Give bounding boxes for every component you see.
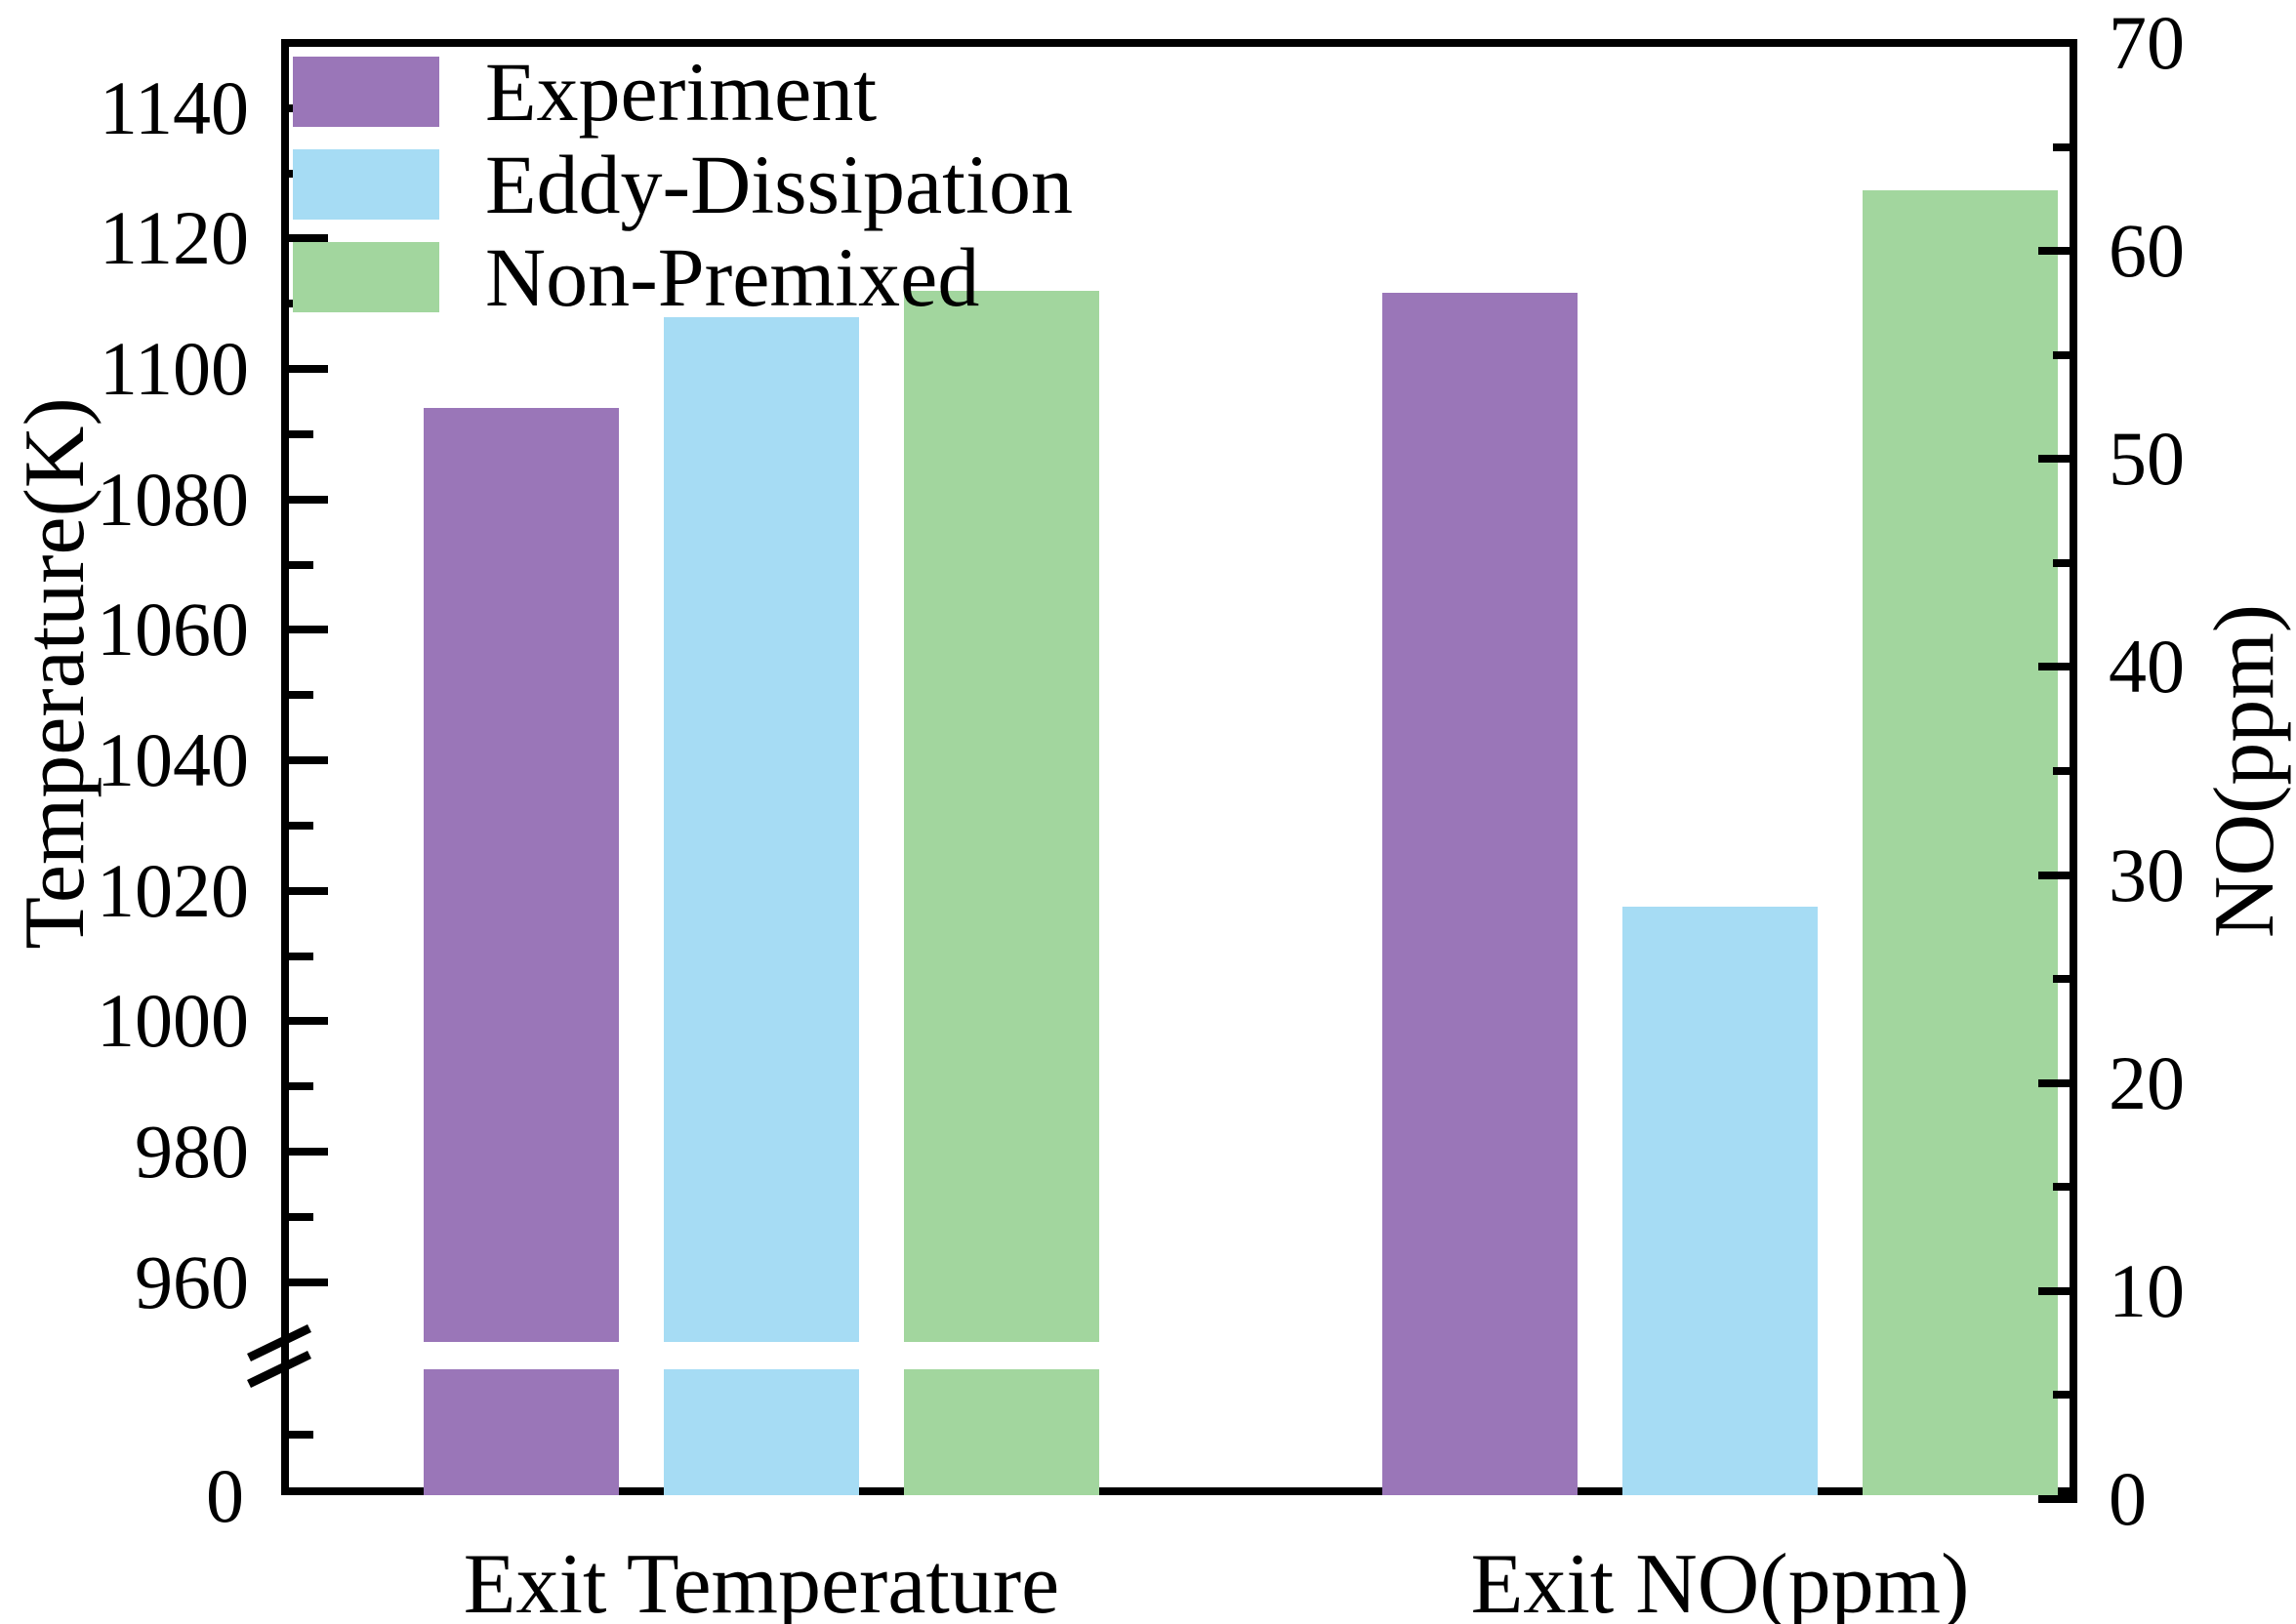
left-axis-major-tick-1020 xyxy=(289,886,328,895)
right-axis-major-tick-40 xyxy=(2038,663,2077,671)
bar-non-premixed-exit-temperature xyxy=(904,290,1099,1495)
left-axis-tick-label-1060: 1060 xyxy=(97,587,249,672)
left-axis-minor-tick-990 xyxy=(289,1082,313,1091)
right-axis-tick-label-60: 60 xyxy=(2109,208,2185,294)
left-axis-tick-label-1020: 1020 xyxy=(97,847,249,933)
left-axis-major-tick-980 xyxy=(289,1148,328,1157)
right-axis-minor-tick-55 xyxy=(2053,350,2077,359)
left-axis-major-tick-960 xyxy=(289,1278,328,1286)
legend-swatch-eddy-dissipation xyxy=(293,149,439,220)
left-axis-tick-label-1100: 1100 xyxy=(99,326,249,412)
right-axis-minor-tick-65 xyxy=(2053,142,2077,151)
left-axis-minor-tick-970 xyxy=(289,1212,313,1221)
left-axis-major-tick-1000 xyxy=(289,1017,328,1026)
left-axis-major-tick-1060 xyxy=(289,626,328,634)
left-axis-tick-label-960: 960 xyxy=(135,1238,249,1324)
left-axis-minor-tick-1050 xyxy=(289,691,313,700)
right-axis-tick-label-50: 50 xyxy=(2109,416,2185,502)
axis-break-gap xyxy=(664,1342,859,1369)
right-axis-major-tick-70 xyxy=(2038,39,2077,47)
left-axis-major-tick-1120 xyxy=(289,234,328,243)
left-axis-tick-label-1080: 1080 xyxy=(97,456,249,542)
right-axis-minor-tick-35 xyxy=(2053,767,2077,775)
axis-break-gap xyxy=(424,1342,619,1369)
right-axis-major-tick-20 xyxy=(2038,1078,2077,1087)
right-axis-minor-tick-15 xyxy=(2053,1183,2077,1192)
right-axis-major-tick-10 xyxy=(2038,1286,2077,1295)
left-axis-minor-tick-1090 xyxy=(289,429,313,438)
right-axis-minor-tick-45 xyxy=(2053,558,2077,567)
left-axis-minor-tick-1030 xyxy=(289,821,313,830)
left-axis-tick-label-1120: 1120 xyxy=(99,195,249,281)
left-axis-major-tick-1080 xyxy=(289,495,328,504)
right-axis-tick-label-10: 10 xyxy=(2109,1247,2185,1333)
right-axis-major-tick-0 xyxy=(2038,1495,2077,1503)
bar-eddy-dissipation-exit-no xyxy=(1622,906,1818,1495)
left-axis-tick-label-980: 980 xyxy=(135,1109,249,1195)
right-axis-tick-label-30: 30 xyxy=(2109,832,2185,917)
right-axis-tick-label-40: 40 xyxy=(2109,624,2185,710)
right-axis-tick-label-0: 0 xyxy=(2109,1456,2147,1541)
category-label-exit-temperature: Exit Temperature xyxy=(463,1537,1060,1624)
legend-label-non-premixed: Non-Premixed xyxy=(485,230,980,324)
left-axis-minor-tick-1070 xyxy=(289,560,313,569)
bar-experiment-exit-no xyxy=(1382,292,1578,1495)
legend-swatch-non-premixed xyxy=(293,242,439,312)
right-axis-tick-label-20: 20 xyxy=(2109,1039,2185,1125)
right-axis-major-tick-30 xyxy=(2038,871,2077,879)
right-axis-minor-tick-25 xyxy=(2053,975,2077,984)
right-axis-title: NO(ppm) xyxy=(2197,603,2292,939)
bar-experiment-exit-temperature xyxy=(424,408,619,1495)
left-axis-title: Temperature(K) xyxy=(8,397,102,950)
left-axis-major-tick-1100 xyxy=(289,365,328,374)
bar-non-premixed-exit-no xyxy=(1863,190,2058,1495)
right-axis-major-tick-60 xyxy=(2038,247,2077,256)
right-axis-major-tick-50 xyxy=(2038,455,2077,464)
left-axis-tick-label-1040: 1040 xyxy=(97,717,249,803)
right-axis-minor-tick-5 xyxy=(2053,1391,2077,1400)
legend-swatch-experiment xyxy=(293,57,439,127)
left-axis-tick-label-1140: 1140 xyxy=(99,64,249,150)
left-axis-major-tick-1040 xyxy=(289,756,328,765)
right-axis-tick-label-70: 70 xyxy=(2109,0,2185,85)
legend-label-experiment: Experiment xyxy=(485,45,878,139)
category-label-exit-no: Exit NO(ppm) xyxy=(1470,1537,1970,1624)
left-axis-minor-tick-1010 xyxy=(289,952,313,960)
bar-eddy-dissipation-exit-temperature xyxy=(664,316,859,1495)
legend-label-eddy-dissipation: Eddy-Dissipation xyxy=(485,138,1073,231)
left-axis-tick-label-1000: 1000 xyxy=(97,978,249,1064)
axis-break-gap xyxy=(904,1342,1099,1369)
left-axis-sub-break-tick xyxy=(289,1431,313,1439)
left-axis-zero-tick-label: 0 xyxy=(206,1453,244,1538)
